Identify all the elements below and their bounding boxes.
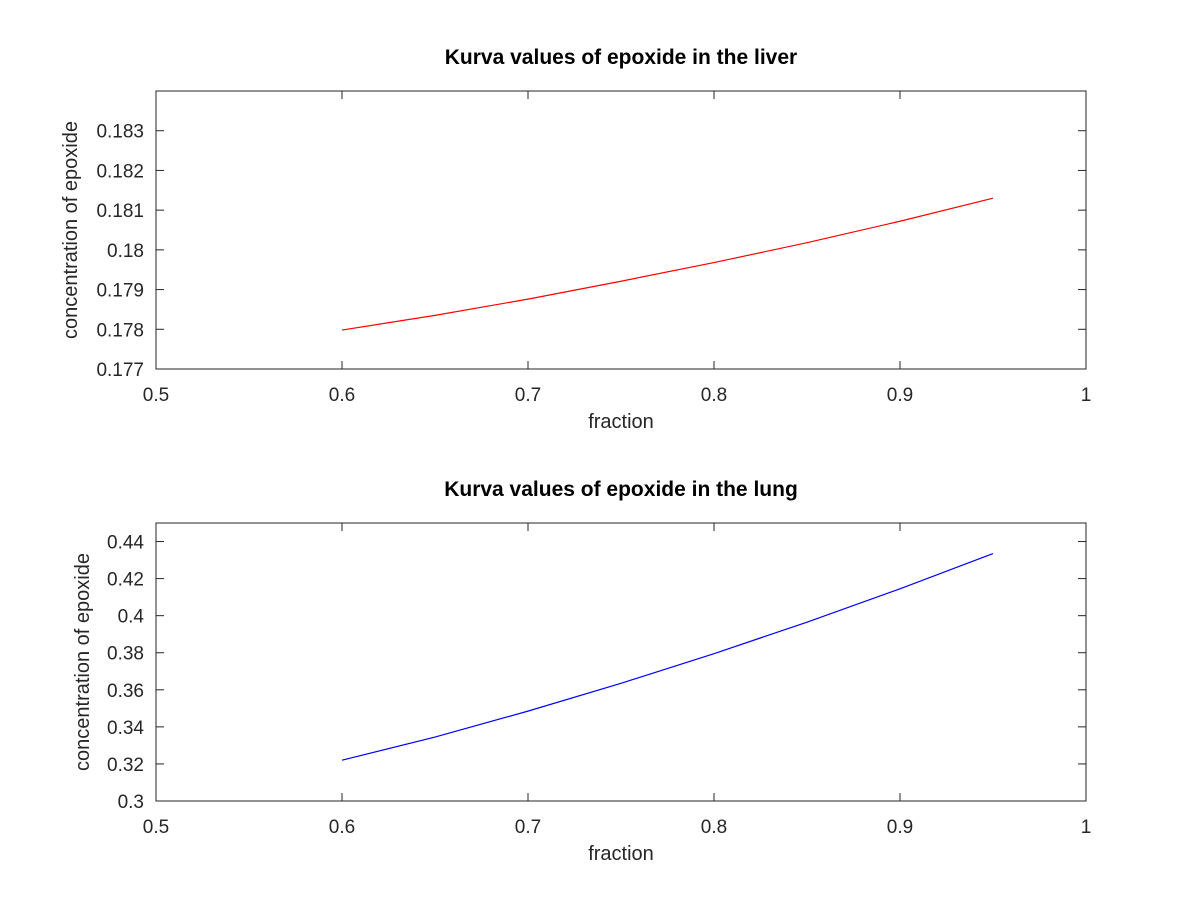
- liver-x-tick-label: 0.7: [515, 385, 541, 406]
- lung-x-tick-label: 1: [1081, 817, 1092, 838]
- lung-series-line: [341, 553, 994, 761]
- lung-chart-title: Kurva values of epoxide in the lung: [444, 478, 798, 501]
- lung-y-tick-label: 0.34: [107, 718, 144, 739]
- lung-x-tick-label: 0.6: [329, 817, 355, 838]
- liver-chart-title: Kurva values of epoxide in the liver: [445, 46, 797, 69]
- liver-x-tick-label: 1: [1081, 385, 1092, 406]
- lung-x-tick-label: 0.7: [515, 817, 541, 838]
- lung-y-tick-label: 0.36: [107, 681, 144, 702]
- liver-x-tick-label: 0.6: [329, 385, 355, 406]
- liver-subplot: Kurva values of epoxide in the liver fra…: [60, 46, 1091, 433]
- liver-y-tick-label: 0.179: [96, 281, 144, 302]
- lung-y-tick-label: 0.4: [118, 607, 145, 628]
- liver-x-axis-label: fraction: [588, 411, 654, 433]
- liver-y-axis-label: concentration of epoxide: [60, 121, 82, 339]
- lung-x-axis-label: fraction: [588, 843, 654, 865]
- lung-ticks: 0.5 0.6 0.7 0.8 0.9 1 0.3 0.32 0.34 0.36 0.38 0.4 0.…: [107, 523, 1091, 838]
- liver-ticks: 0.5 0.6 0.7 0.8 0.9 1 0.177 0.178 0.179 0.18 0.181…: [96, 91, 1091, 406]
- lung-y-tick-label: 0.32: [107, 755, 144, 776]
- liver-y-tick-label: 0.178: [96, 320, 144, 341]
- lung-y-tick-label: 0.38: [107, 644, 144, 665]
- liver-y-tick-label: 0.181: [96, 201, 144, 222]
- lung-series-group: [341, 553, 994, 761]
- lung-x-tick-label: 0.9: [887, 817, 913, 838]
- liver-plot-area: [155, 90, 1087, 370]
- liver-y-tick-label: 0.183: [96, 122, 144, 143]
- liver-y-tick-label: 0.18: [107, 241, 144, 262]
- lung-x-tick-label: 0.5: [143, 817, 169, 838]
- lung-y-tick-label: 0.3: [118, 792, 144, 813]
- lung-subplot: Kurva values of epoxide in the lung frac…: [72, 478, 1091, 865]
- lung-y-tick-label: 0.44: [107, 533, 144, 554]
- lung-y-axis-label: concentration of epoxide: [72, 553, 94, 771]
- liver-x-tick-label: 0.5: [143, 385, 169, 406]
- lung-plot-area: [155, 522, 1087, 802]
- liver-y-tick-label: 0.182: [96, 161, 144, 182]
- liver-x-tick-label: 0.9: [887, 385, 913, 406]
- lung-x-tick-label: 0.8: [701, 817, 727, 838]
- lung-y-tick-label: 0.42: [107, 570, 144, 591]
- liver-x-tick-label: 0.8: [701, 385, 727, 406]
- liver-series-line: [341, 197, 994, 331]
- liver-y-tick-label: 0.177: [96, 360, 144, 381]
- liver-series-group: [341, 197, 994, 331]
